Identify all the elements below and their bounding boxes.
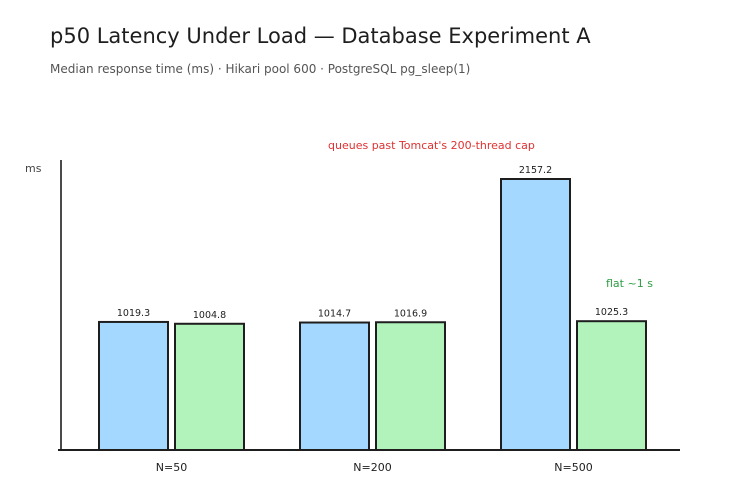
bar-value-label: 1004.8 <box>193 310 226 321</box>
bar-value-label: 2157.2 <box>519 165 552 176</box>
bar-value-label: 1019.3 <box>117 308 150 319</box>
bar-value-label: 1016.9 <box>394 308 427 319</box>
annotation-tomcat-cap: queues past Tomcat's 200-thread cap <box>328 139 535 152</box>
bar-n500-s2 <box>576 320 647 451</box>
bar-n200-s1 <box>299 321 370 452</box>
bar-value-label: 1014.7 <box>318 309 351 320</box>
chart-subtitle: Median response time (ms) · Hikari pool … <box>50 62 471 76</box>
x-tick-label: N=500 <box>554 461 592 474</box>
bar-n50-s1 <box>98 320 169 451</box>
bar-n50-s2 <box>174 322 245 451</box>
annotation-flat: flat ~1 s <box>606 277 653 290</box>
x-tick-label: N=50 <box>156 461 187 474</box>
bar-value-label: 1025.3 <box>595 307 628 318</box>
bar-n500-s1 <box>500 178 571 451</box>
chart-title: p50 Latency Under Load — Database Experi… <box>50 24 591 48</box>
y-axis-label: ms <box>25 162 42 175</box>
x-tick-label: N=200 <box>353 461 391 474</box>
bar-n200-s2 <box>375 321 446 451</box>
